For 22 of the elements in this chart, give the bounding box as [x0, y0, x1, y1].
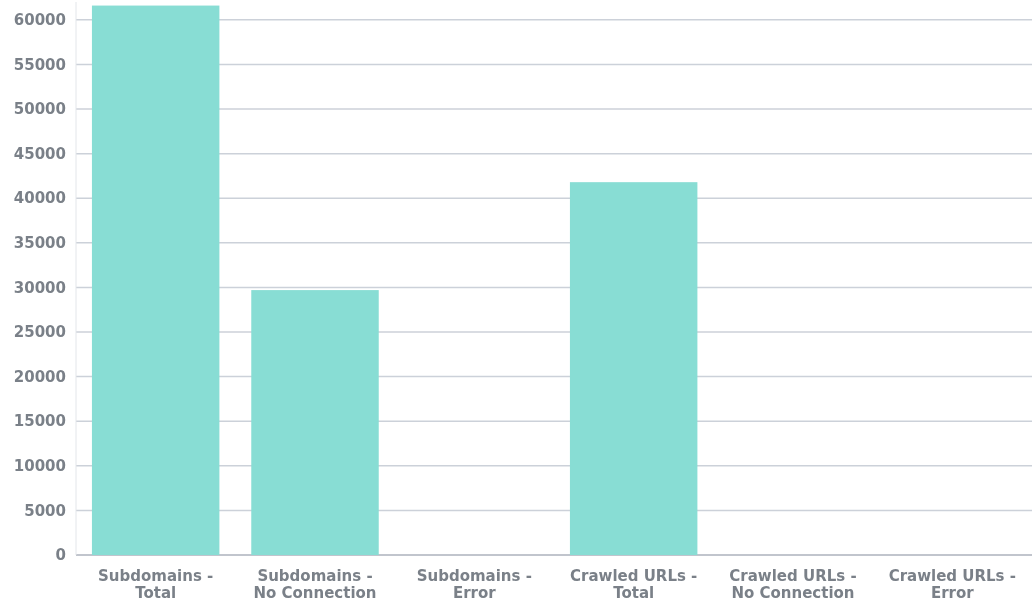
y-tick-label: 60000 [13, 11, 66, 30]
bar [251, 290, 379, 555]
y-tick-label: 45000 [13, 144, 66, 163]
y-tick-label: 15000 [13, 412, 66, 431]
x-tick-label: Subdomains - Total [98, 567, 214, 600]
bar [569, 182, 698, 555]
y-tick-label: 35000 [13, 234, 66, 253]
y-tick-label: 0 [55, 546, 66, 565]
x-tick-label: Subdomains - Error [416, 567, 532, 600]
y-tick-label: 30000 [13, 278, 66, 297]
y-tick-label: 25000 [13, 323, 66, 342]
y-tick-label: 40000 [13, 189, 66, 208]
y-tick-label: 10000 [13, 457, 66, 476]
y-tick-label: 20000 [13, 367, 66, 386]
x-tick-label: Crawled URLs - Error [888, 567, 1016, 600]
bar [91, 5, 220, 555]
x-tick-label: Crawled URLs - Total [570, 567, 698, 600]
x-tick-label: Subdomains - No Connection [253, 567, 377, 600]
y-tick-label: 55000 [13, 55, 66, 74]
y-tick-label: 50000 [13, 100, 66, 119]
y-tick-label: 5000 [24, 501, 66, 520]
x-tick-label: Crawled URLs - No Connection [729, 567, 857, 600]
